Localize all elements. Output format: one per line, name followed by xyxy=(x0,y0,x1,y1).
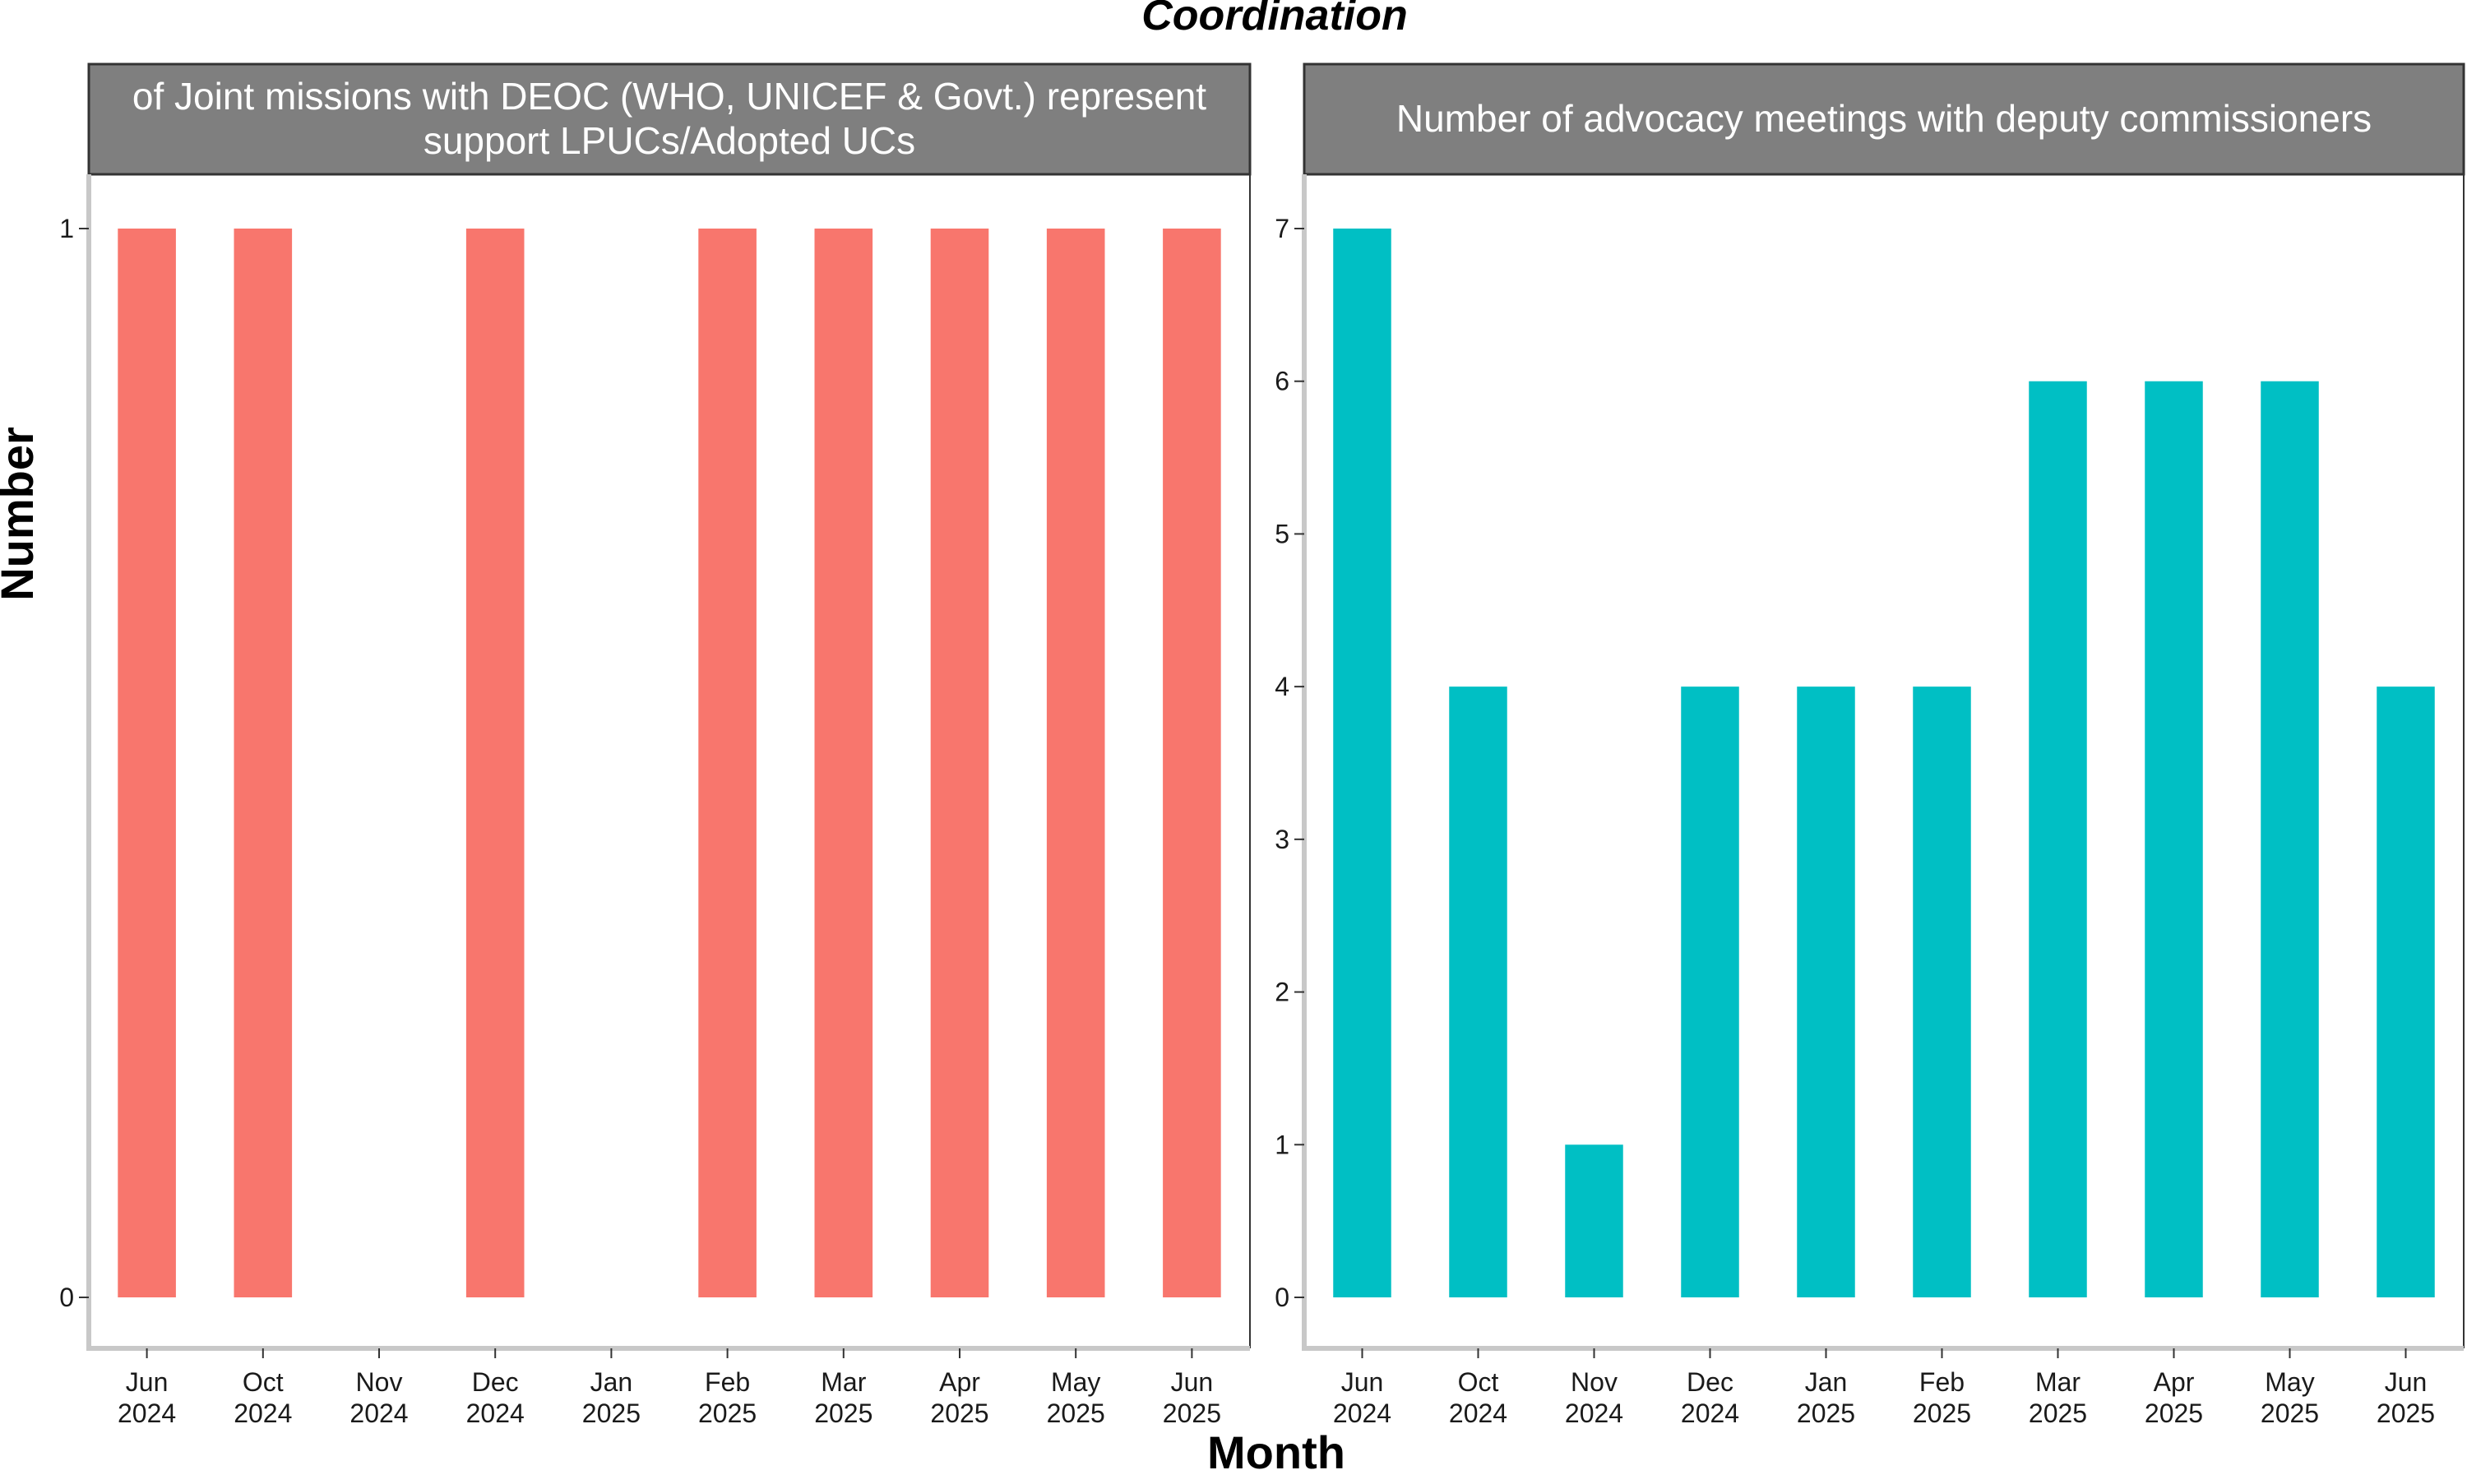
facet-strip xyxy=(87,62,1252,176)
bar xyxy=(1797,687,1855,1297)
x-tick-label-year: 2025 xyxy=(582,1398,641,1428)
bar xyxy=(234,229,293,1297)
bar xyxy=(1565,1144,1623,1297)
x-tick-label-year: 2025 xyxy=(2145,1398,2203,1428)
y-axis-label: Number xyxy=(0,427,43,601)
x-axis-label: Month xyxy=(1207,1426,1345,1478)
facet-panels: of Joint missions with DEOC (WHO, UNICEF… xyxy=(59,62,2465,1428)
bar xyxy=(1681,687,1739,1297)
y-tick-label: 4 xyxy=(1275,672,1289,701)
x-tick-label-month: Jun xyxy=(2385,1367,2428,1397)
x-tick-label-month: Dec xyxy=(1687,1367,1733,1397)
bar xyxy=(2377,687,2435,1297)
bar xyxy=(465,229,525,1297)
x-tick-label-month: Feb xyxy=(705,1367,750,1397)
x-tick-label-month: Dec xyxy=(472,1367,519,1397)
y-tick-label: 0 xyxy=(1275,1283,1289,1312)
x-tick-label-month: Mar xyxy=(821,1367,866,1397)
x-tick-label-month: May xyxy=(1051,1367,1100,1397)
facet-title: of Joint missions with DEOC (WHO, UNICEF… xyxy=(132,75,1206,118)
x-tick-label-year: 2024 xyxy=(1449,1398,1507,1428)
x-tick-label-month: Oct xyxy=(243,1367,284,1397)
y-tick-label: 2 xyxy=(1275,978,1289,1007)
x-tick-label-month: Mar xyxy=(2035,1367,2081,1397)
x-tick-label-year: 2025 xyxy=(1047,1398,1105,1428)
bar xyxy=(1333,229,1391,1297)
x-tick-label-year: 2024 xyxy=(234,1398,292,1428)
bar xyxy=(2261,381,2319,1297)
x-tick-label-year: 2025 xyxy=(2261,1398,2319,1428)
x-tick-label-year: 2024 xyxy=(349,1398,408,1428)
x-tick-label-year: 2025 xyxy=(1163,1398,1221,1428)
x-tick-label-year: 2025 xyxy=(698,1398,757,1428)
x-tick-label-month: Oct xyxy=(1458,1367,1499,1397)
chart-title: Coordination xyxy=(1141,0,1408,39)
bar xyxy=(1449,687,1507,1297)
x-tick-label-month: Apr xyxy=(939,1367,980,1397)
x-tick-label-month: Jun xyxy=(1171,1367,1214,1397)
bar xyxy=(2029,381,2087,1297)
x-tick-label-year: 2024 xyxy=(118,1398,176,1428)
bar xyxy=(814,229,873,1297)
x-tick-label-month: Apr xyxy=(2154,1367,2195,1397)
x-tick-label-year: 2024 xyxy=(1333,1398,1391,1428)
x-tick-label-year: 2025 xyxy=(2377,1398,2435,1428)
bar xyxy=(1046,229,1105,1297)
y-tick-label: 0 xyxy=(59,1283,74,1312)
x-tick-label-month: Jun xyxy=(1341,1367,1384,1397)
y-tick-label: 3 xyxy=(1275,825,1289,854)
facet-title-line2: support LPUCs/Adopted UCs xyxy=(424,119,915,162)
y-tick-label: 1 xyxy=(59,214,74,243)
y-tick-label: 5 xyxy=(1275,519,1289,548)
x-tick-label-year: 2025 xyxy=(2029,1398,2087,1428)
x-tick-label-month: May xyxy=(2265,1367,2314,1397)
bar xyxy=(1913,687,1971,1297)
facet-panel: of Joint missions with DEOC (WHO, UNICEF… xyxy=(59,62,1252,1428)
x-tick-label-month: Nov xyxy=(1571,1367,1618,1397)
x-tick-label-year: 2025 xyxy=(930,1398,988,1428)
x-tick-label-month: Nov xyxy=(356,1367,403,1397)
x-tick-label-year: 2025 xyxy=(814,1398,872,1428)
x-tick-label-month: Jan xyxy=(1805,1367,1848,1397)
bar xyxy=(118,229,176,1297)
y-tick-label: 7 xyxy=(1275,214,1289,243)
facet-title: Number of advocacy meetings with deputy … xyxy=(1396,97,2372,140)
x-tick-label-year: 2024 xyxy=(1681,1398,1739,1428)
x-tick-label-year: 2025 xyxy=(1913,1398,1971,1428)
x-tick-label-month: Jun xyxy=(126,1367,169,1397)
y-tick-label: 1 xyxy=(1275,1130,1289,1159)
x-tick-label-year: 2024 xyxy=(466,1398,525,1428)
y-tick-label: 6 xyxy=(1275,367,1289,396)
x-tick-label-month: Feb xyxy=(1919,1367,1965,1397)
bar xyxy=(698,229,757,1297)
x-tick-label-year: 2025 xyxy=(1797,1398,1855,1428)
x-tick-label-year: 2024 xyxy=(1565,1398,1623,1428)
bar xyxy=(930,229,989,1297)
facet-panel: Number of advocacy meetings with deputy … xyxy=(1275,62,2465,1428)
x-tick-label-month: Jan xyxy=(590,1367,633,1397)
bar xyxy=(2145,381,2203,1297)
bar xyxy=(1163,229,1221,1297)
